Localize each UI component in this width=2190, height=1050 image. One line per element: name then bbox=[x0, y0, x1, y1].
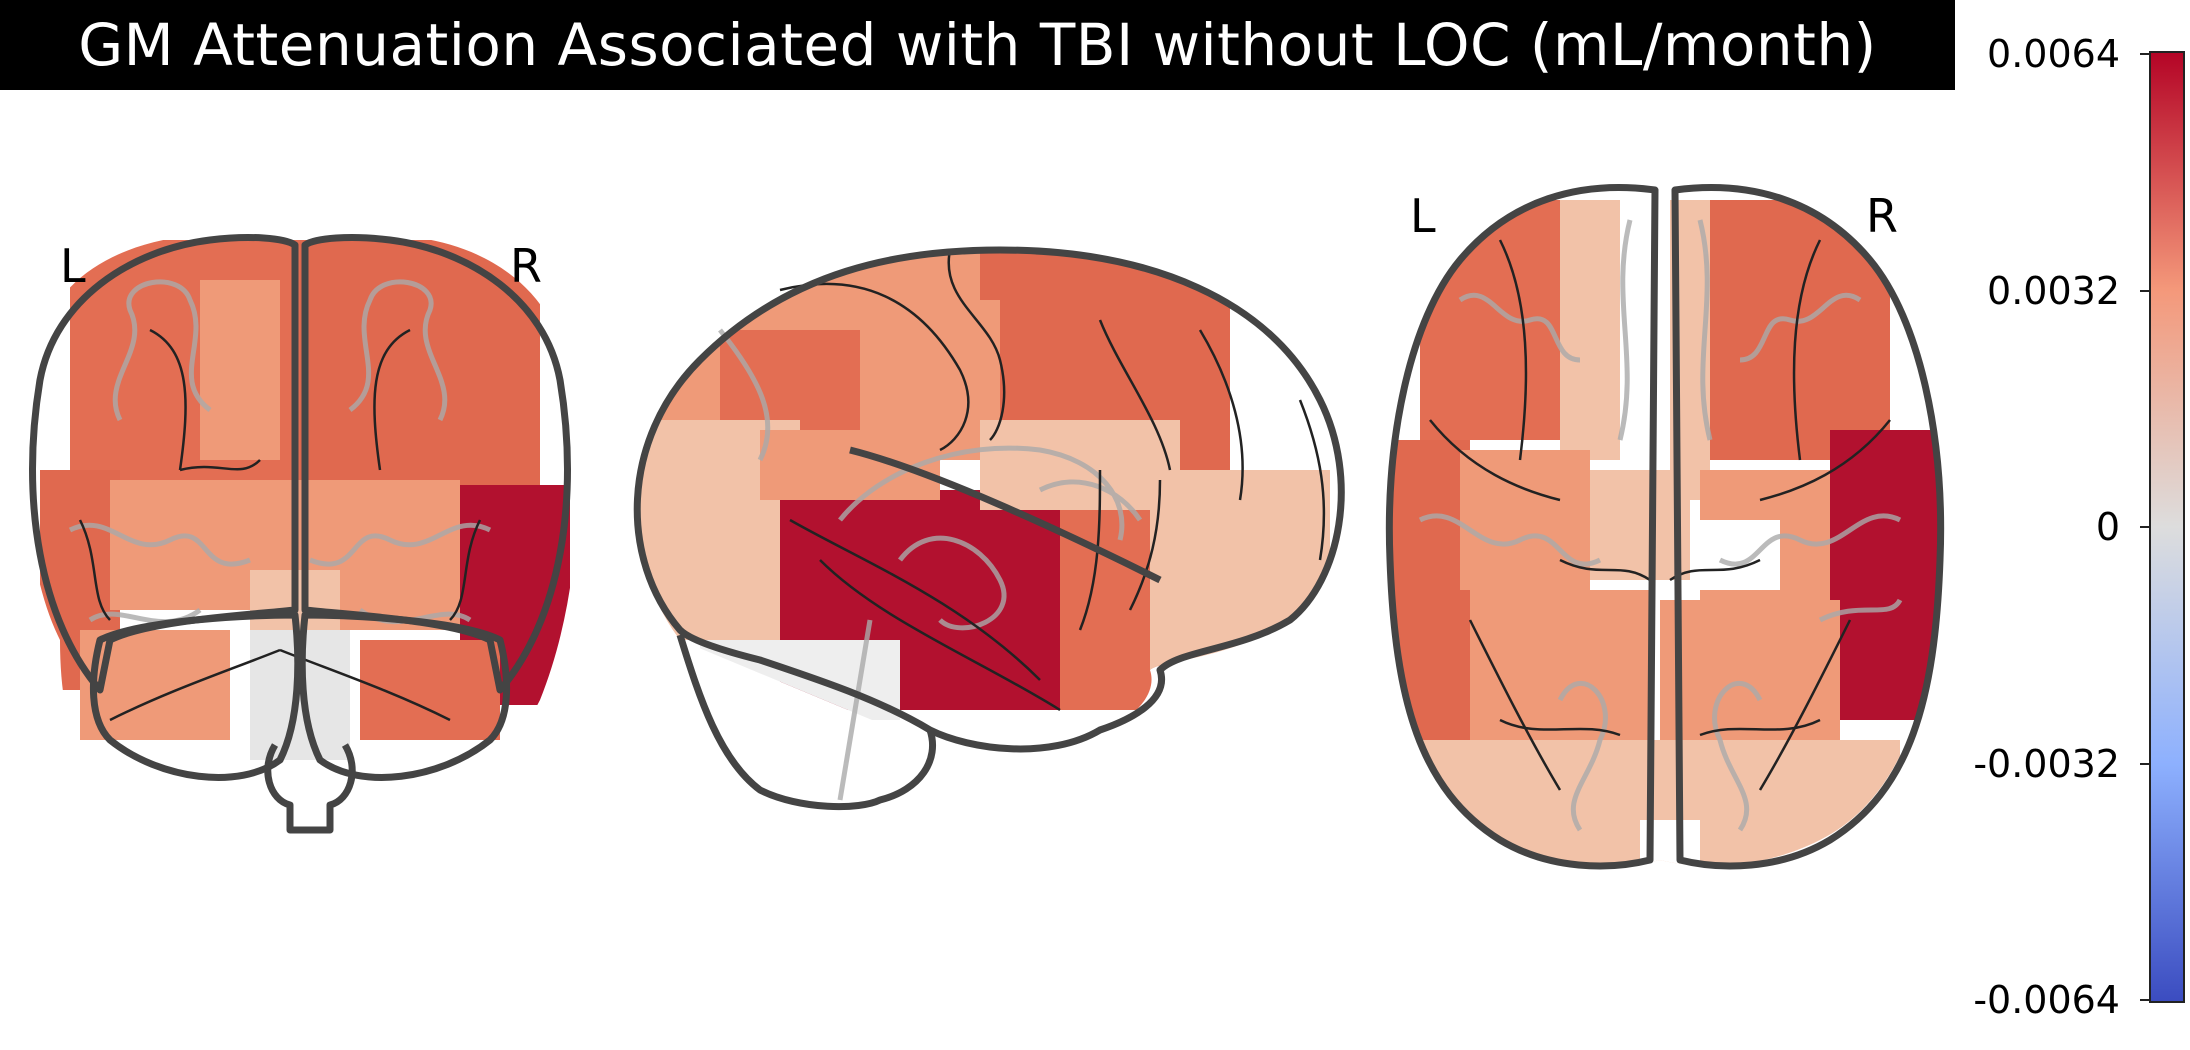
colorbar-tick-label: 0.0032 bbox=[1987, 268, 2120, 313]
colorbar-tick-mark bbox=[2140, 762, 2150, 765]
colorbar-tick-mark bbox=[2140, 53, 2150, 55]
coronal-view: L R bbox=[29, 234, 571, 834]
coronal-right-label: R bbox=[510, 239, 542, 293]
colorbar-tick-mark bbox=[2140, 289, 2150, 292]
axial-right-label: R bbox=[1866, 189, 1898, 243]
axial-left-label: L bbox=[1410, 189, 1436, 243]
coronal-left-label: L bbox=[60, 239, 86, 293]
colorbar-tick-label: -0.0064 bbox=[1973, 978, 2120, 1022]
colorbar-tick-label: 0.0064 bbox=[1987, 32, 2120, 76]
colorbar-tick-label: 0 bbox=[2095, 505, 2120, 549]
colorbar-tick-mark bbox=[2140, 999, 2150, 1001]
colorbar-tick-label: -0.0032 bbox=[1973, 741, 2120, 786]
axial-view: L R bbox=[1385, 184, 1945, 870]
sagittal-view bbox=[633, 246, 1345, 811]
figure-title: GM Attenuation Associated with TBI witho… bbox=[0, 0, 1955, 90]
colorbar-tick-mark bbox=[2140, 526, 2150, 528]
colorbar bbox=[2149, 51, 2185, 1003]
